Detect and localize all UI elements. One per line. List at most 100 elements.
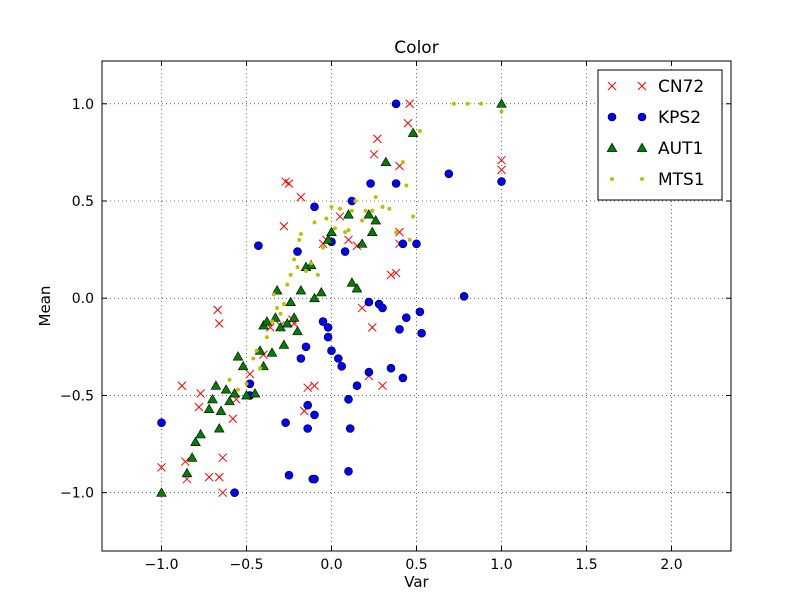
data-point bbox=[186, 452, 198, 462]
data-point bbox=[340, 247, 350, 256]
data-point bbox=[304, 269, 308, 273]
legend-entry: KPS2 bbox=[607, 108, 701, 128]
data-point bbox=[459, 291, 469, 301]
data-point bbox=[315, 272, 320, 277]
legend-label: MTS1 bbox=[658, 170, 705, 190]
data-point bbox=[214, 472, 224, 482]
data-point bbox=[499, 109, 504, 114]
legend-entry: MTS1 bbox=[610, 170, 705, 190]
data-point bbox=[214, 319, 224, 328]
data-point bbox=[387, 206, 392, 211]
data-point bbox=[218, 488, 228, 498]
data-point bbox=[310, 202, 319, 212]
data-point bbox=[295, 285, 307, 295]
data-point bbox=[367, 323, 377, 332]
x-tick-label: 0.5 bbox=[405, 557, 427, 573]
data-point bbox=[232, 351, 244, 361]
data-point bbox=[465, 101, 470, 106]
data-point bbox=[271, 292, 276, 297]
data-point bbox=[370, 208, 375, 213]
data-point bbox=[323, 323, 333, 332]
data-point bbox=[364, 297, 374, 307]
data-point bbox=[312, 220, 317, 225]
data-point bbox=[391, 99, 401, 109]
data-point bbox=[326, 226, 337, 237]
data-point bbox=[278, 311, 283, 316]
data-point bbox=[236, 387, 240, 392]
y-tick-label: 0.5 bbox=[72, 194, 94, 210]
data-point bbox=[451, 101, 456, 106]
data-point bbox=[415, 307, 425, 317]
data-point bbox=[322, 234, 334, 244]
data-point bbox=[407, 127, 419, 137]
data-point bbox=[417, 328, 426, 338]
data-point bbox=[380, 156, 392, 167]
data-point bbox=[270, 319, 274, 324]
legend: CN72 KPS2 AUT1 MTS1 bbox=[597, 69, 723, 201]
data-point bbox=[380, 204, 385, 209]
data-point bbox=[281, 418, 290, 427]
data-point bbox=[353, 199, 358, 203]
data-point bbox=[335, 212, 345, 221]
data-point bbox=[301, 342, 311, 352]
data-point bbox=[479, 101, 484, 106]
data-point bbox=[344, 235, 353, 245]
legend-marker bbox=[640, 177, 644, 181]
legend-entry: AUT1 bbox=[606, 139, 703, 159]
data-point bbox=[266, 347, 278, 357]
x-tick-label: −0.5 bbox=[230, 557, 264, 573]
data-point bbox=[412, 239, 421, 249]
data-point bbox=[288, 312, 300, 322]
data-point bbox=[230, 488, 239, 497]
data-point bbox=[244, 381, 249, 386]
data-point bbox=[310, 381, 319, 391]
data-point bbox=[284, 470, 294, 480]
data-point bbox=[180, 457, 190, 466]
data-point bbox=[497, 155, 506, 165]
data-point bbox=[332, 226, 337, 231]
data-point bbox=[333, 354, 343, 363]
data-point bbox=[237, 360, 249, 371]
data-point bbox=[417, 129, 422, 133]
data-point bbox=[366, 179, 375, 188]
data-point bbox=[366, 226, 378, 237]
data-point bbox=[398, 373, 408, 383]
data-point bbox=[292, 257, 297, 262]
y-tick-label: −1.0 bbox=[60, 486, 94, 502]
data-point bbox=[195, 428, 206, 439]
data-point bbox=[343, 230, 348, 235]
data-point bbox=[363, 208, 368, 213]
data-point bbox=[370, 215, 382, 225]
data-point bbox=[157, 463, 166, 472]
axis-ticks: −1.0 −0.5 0.0 0.5 1.0 1.5 2.0 −1.0 −0.5 0.0 0.5 1.0 bbox=[60, 61, 731, 573]
data-point bbox=[249, 388, 261, 398]
data-point bbox=[224, 395, 235, 406]
data-point bbox=[373, 195, 378, 200]
data-point bbox=[352, 381, 362, 391]
data-point bbox=[251, 356, 256, 361]
data-point bbox=[254, 348, 259, 353]
data-point bbox=[378, 303, 387, 313]
data-point bbox=[318, 317, 328, 326]
data-point bbox=[245, 369, 255, 379]
data-point bbox=[270, 312, 281, 322]
data-point bbox=[241, 390, 252, 400]
data-point bbox=[400, 160, 405, 165]
data-point bbox=[394, 230, 399, 235]
data-point bbox=[275, 305, 280, 310]
data-point bbox=[444, 169, 454, 179]
data-point bbox=[404, 183, 409, 188]
data-point bbox=[285, 296, 297, 307]
data-point bbox=[337, 361, 347, 371]
data-point bbox=[194, 402, 204, 412]
data-point bbox=[324, 216, 329, 221]
data-point bbox=[344, 466, 353, 476]
data-points bbox=[156, 98, 507, 498]
series-aut1 bbox=[156, 98, 507, 497]
data-point bbox=[297, 237, 302, 242]
data-point bbox=[281, 302, 286, 307]
legend-marker bbox=[607, 81, 617, 91]
grid-lines bbox=[102, 61, 731, 551]
data-point bbox=[295, 265, 300, 270]
